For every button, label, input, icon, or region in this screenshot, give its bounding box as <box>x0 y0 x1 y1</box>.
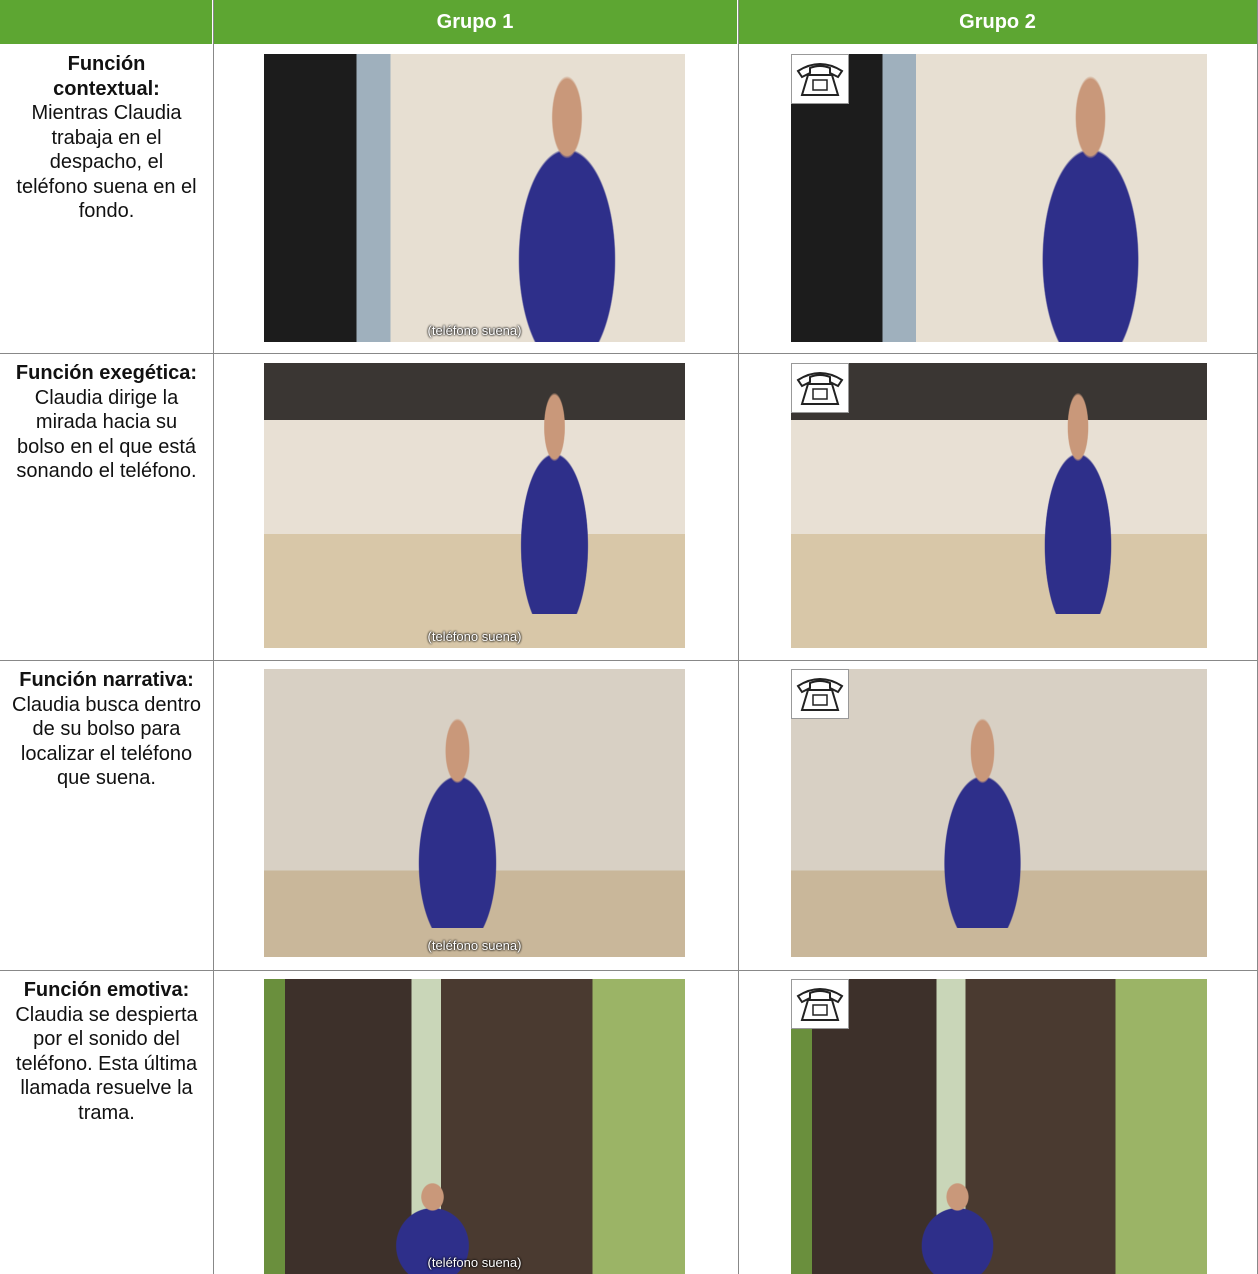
video-frame: (teléfono suena) <box>264 363 685 648</box>
video-frame: (teléfono suena) <box>264 979 685 1274</box>
phone-icon <box>791 979 849 1029</box>
subtitle: (teléfono suena) <box>427 938 522 953</box>
person <box>482 68 652 342</box>
video-frame <box>791 54 1207 342</box>
row-text: Mientras Claudia trabaja en el despacho,… <box>16 102 197 222</box>
person <box>895 1179 1020 1274</box>
row-label: Función contextual: Mientras Claudia trab… <box>0 44 213 232</box>
row-title: Función contextual: <box>53 53 160 100</box>
row-label: Función narrativa: Claudia busca dentro d… <box>0 660 213 799</box>
row-label: Función exegética: Claudia dirige la mira… <box>0 353 213 492</box>
row-border <box>0 970 1258 971</box>
video-frame: (teléfono suena) <box>264 54 685 342</box>
person <box>915 712 1049 929</box>
column-border <box>213 0 214 1274</box>
video-frame: (teléfono suena) <box>264 669 685 957</box>
row-text: Claudia se despierta por el sonido del t… <box>15 1003 198 1124</box>
person <box>495 385 614 614</box>
person <box>390 712 526 929</box>
person <box>1007 68 1174 342</box>
row-text: Claudia dirige la mirada hacia su bolso … <box>16 386 197 483</box>
row-border <box>0 660 1258 661</box>
subtitle: (teléfono suena) <box>427 1255 522 1270</box>
column-header: Grupo 2 <box>738 0 1258 44</box>
row-border <box>0 353 1258 354</box>
video-frame <box>791 363 1207 648</box>
column-header: Grupo 1 <box>213 0 738 44</box>
row-text: Claudia busca dentro de su bolso para lo… <box>12 693 202 790</box>
phone-icon <box>791 54 849 104</box>
video-frame <box>791 669 1207 957</box>
phone-icon <box>791 363 849 413</box>
column-border <box>738 0 739 1274</box>
person <box>1019 385 1137 614</box>
subtitle: (teléfono suena) <box>427 629 522 644</box>
row-label: Función emotiva: Claudia se despierta por… <box>0 970 213 1133</box>
row-title: Función exegética: <box>15 362 198 384</box>
video-frame <box>791 979 1207 1274</box>
person <box>369 1179 496 1274</box>
row-title: Función narrativa: <box>19 669 194 691</box>
phone-icon <box>791 669 849 719</box>
header-blank <box>0 0 213 44</box>
row-title: Función emotiva: <box>23 979 190 1001</box>
subtitle: (teléfono suena) <box>427 323 522 338</box>
